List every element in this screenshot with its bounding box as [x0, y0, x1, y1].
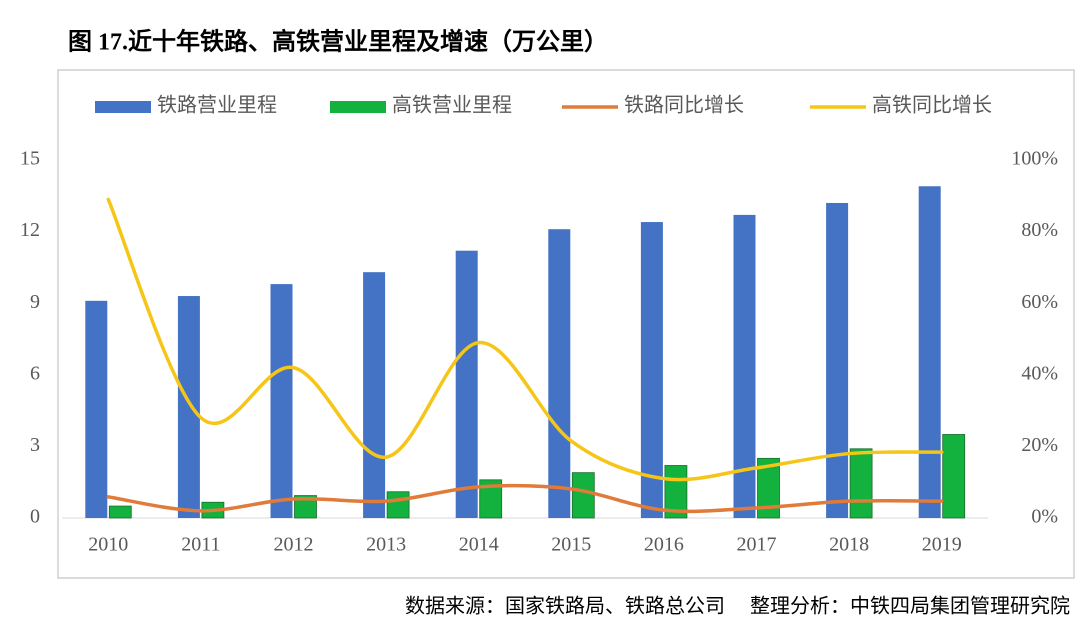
x-tick-label: 2017 [737, 534, 777, 556]
bar [826, 202, 849, 518]
bar [918, 186, 941, 518]
legend-swatch [95, 101, 151, 113]
bar [270, 284, 293, 518]
y2-tick-label: 100% [1011, 148, 1058, 170]
bar [640, 222, 663, 518]
y2-tick-label: 60% [1021, 291, 1058, 313]
line [106, 197, 944, 482]
x-tick-label: 2010 [88, 534, 128, 556]
bar [571, 472, 595, 519]
chart-title: 图 17.近十年铁路、高铁营业里程及增速（万公里） [68, 28, 608, 56]
bar [849, 448, 873, 519]
legend-swatch [330, 101, 386, 113]
x-tick-label: 2016 [644, 534, 684, 556]
legend-label: 铁路营业里程 [157, 94, 277, 117]
y-tick-label: 0 [30, 506, 40, 528]
bar [386, 491, 410, 519]
y2-tick-label: 80% [1021, 219, 1058, 241]
bar [294, 495, 317, 519]
bar [479, 479, 503, 519]
x-tick-label: 2015 [551, 534, 591, 556]
y-tick-label: 3 [30, 434, 40, 456]
bar [733, 214, 756, 519]
bar [363, 272, 386, 518]
bar [177, 296, 200, 518]
y-tick-label: 15 [20, 148, 40, 170]
y-tick-label: 12 [20, 219, 40, 241]
bar [942, 434, 966, 519]
line [106, 483, 944, 514]
x-tick-label: 2019 [922, 534, 962, 556]
legend-label: 高铁同比增长 [872, 94, 992, 117]
y2-tick-label: 20% [1021, 434, 1058, 456]
y2-tick-label: 0% [1031, 506, 1058, 528]
x-tick-label: 2013 [366, 534, 406, 556]
y-tick-label: 9 [30, 291, 40, 313]
bar [548, 229, 571, 519]
bar [85, 300, 108, 518]
bar [108, 505, 132, 519]
bar [757, 457, 780, 519]
y2-tick-label: 40% [1021, 362, 1058, 384]
source-note: 数据来源：国家铁路局、铁路总公司 整理分析：中铁四局集团管理研究院 [405, 595, 1070, 618]
x-tick-label: 2018 [829, 534, 869, 556]
bar [455, 250, 478, 518]
x-tick-label: 2014 [459, 534, 499, 556]
legend-label: 铁路同比增长 [624, 94, 744, 117]
chart-frame [57, 69, 1075, 579]
x-tick-label: 2011 [181, 534, 220, 556]
y-tick-label: 6 [30, 362, 40, 384]
x-tick-label: 2012 [274, 534, 314, 556]
legend-label: 高铁营业里程 [392, 94, 512, 117]
